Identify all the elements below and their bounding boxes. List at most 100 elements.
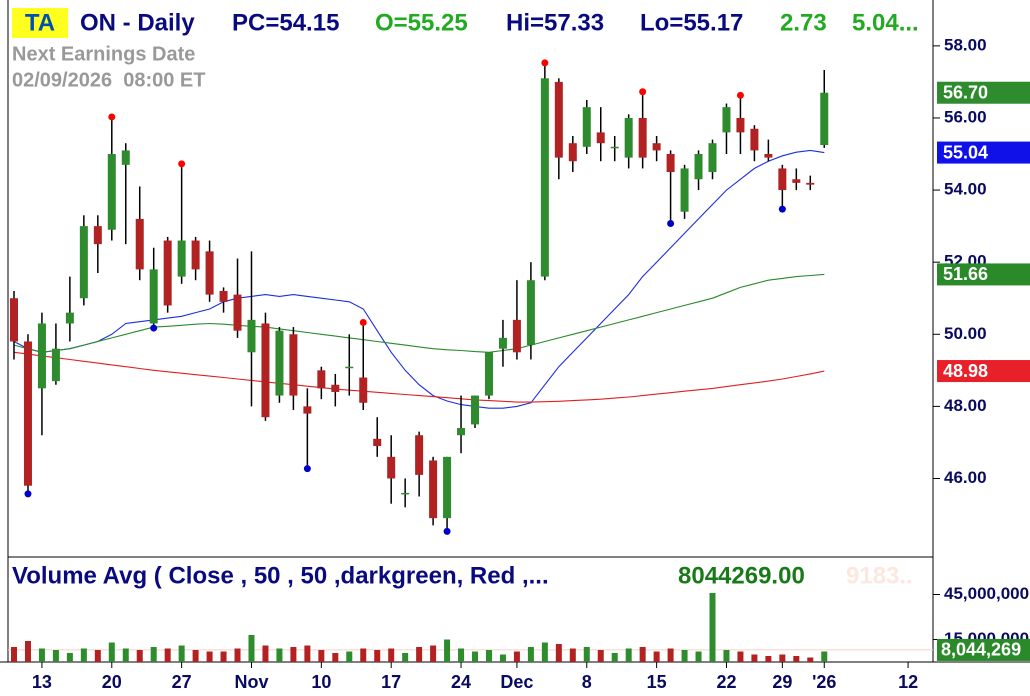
symbol-tag: TA <box>25 9 55 36</box>
candle-body <box>540 78 549 277</box>
volume-bar <box>807 657 814 662</box>
candle-body <box>359 377 368 403</box>
candle-body <box>65 312 74 324</box>
volume-bar <box>430 645 437 662</box>
candle-body <box>219 291 228 302</box>
volume-bar <box>569 648 576 662</box>
earnings-date: 02/09/2026 08:00 ET <box>12 69 205 91</box>
candle-body <box>373 438 382 447</box>
volume-bar <box>458 648 465 662</box>
candle-body <box>526 280 535 346</box>
volume-bar <box>821 651 828 662</box>
x-tick-label: 13 <box>32 672 52 692</box>
candle-body <box>638 117 647 158</box>
volume-bar <box>276 648 283 662</box>
candle-body <box>708 143 717 173</box>
candle-body <box>750 128 759 151</box>
volume-bar <box>262 645 269 662</box>
volume-bar <box>667 648 674 662</box>
volume-bar <box>94 650 101 662</box>
volume-bar <box>360 648 367 662</box>
candle-body <box>401 492 410 495</box>
candle-body <box>680 168 689 212</box>
pivot-high-marker <box>359 318 367 326</box>
volume-bar <box>402 653 409 662</box>
volume-bar <box>709 593 716 662</box>
change-pct: 5.04... <box>852 9 919 36</box>
volume-bar <box>38 648 45 662</box>
candle-body <box>624 117 633 158</box>
volume-bar <box>527 647 534 662</box>
volume-bar <box>444 639 451 662</box>
candle-body <box>652 143 661 151</box>
volume-bar <box>164 648 171 662</box>
low-value: Lo=55.17 <box>640 9 743 36</box>
x-tick-label: 12 <box>898 672 918 692</box>
y-tick-label: 48.00 <box>944 396 987 415</box>
candle-body <box>694 154 703 180</box>
volume-avg-value: 8044269.00 <box>678 562 805 589</box>
candle-body <box>135 218 144 270</box>
candle-body <box>93 226 102 245</box>
volume-bar <box>248 635 255 662</box>
volume-bar <box>11 647 17 662</box>
candle-body <box>247 319 256 353</box>
pivot-high-marker <box>108 113 116 121</box>
candle-body <box>205 251 214 295</box>
candle-body <box>471 395 480 425</box>
y-tick-label: 56.00 <box>944 107 987 126</box>
candle-body <box>792 179 801 183</box>
candle-body <box>415 435 424 475</box>
moving-average-line <box>13 351 825 403</box>
candle-body <box>121 150 130 165</box>
value-box <box>937 263 1030 286</box>
volume-bar <box>416 647 423 662</box>
volume-bar <box>765 656 772 662</box>
volume-bar <box>24 641 31 662</box>
volume-bar <box>66 653 73 662</box>
volume-bar <box>318 650 325 662</box>
candle-body <box>512 319 521 353</box>
candle-body <box>149 269 158 324</box>
candle-body <box>345 366 354 369</box>
y-tick-label: 58.00 <box>944 35 987 54</box>
volume-bar <box>513 651 520 662</box>
moving-average-line <box>13 273 825 353</box>
candle-body <box>736 117 745 133</box>
candle-body <box>177 240 186 277</box>
candle-body <box>79 226 88 299</box>
candle-body <box>806 182 815 185</box>
pivot-high-marker <box>639 88 647 96</box>
y-tick-label: 45,000,000 <box>944 584 1029 603</box>
value-box <box>937 81 1030 104</box>
x-tick-label: 29 <box>772 672 792 692</box>
pivot-low-marker <box>778 205 786 213</box>
value-box <box>937 360 1030 383</box>
candle-body <box>443 456 452 519</box>
volume-bar <box>220 651 227 662</box>
volume-bar <box>374 650 381 662</box>
volume-bar <box>136 650 143 662</box>
volume-bar <box>611 653 618 662</box>
volume-bar <box>234 648 241 662</box>
pivot-high-marker <box>178 160 186 168</box>
volume-faded-value: 9183.. <box>846 562 913 589</box>
candle-body <box>51 348 60 382</box>
candle-body <box>275 330 284 396</box>
candle-body <box>317 370 326 389</box>
candle-body <box>554 81 563 158</box>
moving-average-line <box>13 149 825 409</box>
volume-bar <box>304 645 311 662</box>
y-tick-label: 50.00 <box>944 324 987 343</box>
volume-bar <box>290 647 297 662</box>
pivot-high-marker <box>736 91 744 99</box>
volume-bar <box>751 654 758 662</box>
x-tick-label: 17 <box>381 672 401 692</box>
volume-bar <box>723 650 730 662</box>
volume-bar <box>653 651 660 662</box>
value-box-label: 51.66 <box>943 264 988 284</box>
candle-body <box>191 240 200 270</box>
change-value: 2.73 <box>780 9 827 36</box>
candle-body <box>331 384 340 392</box>
candle-body <box>666 154 675 173</box>
